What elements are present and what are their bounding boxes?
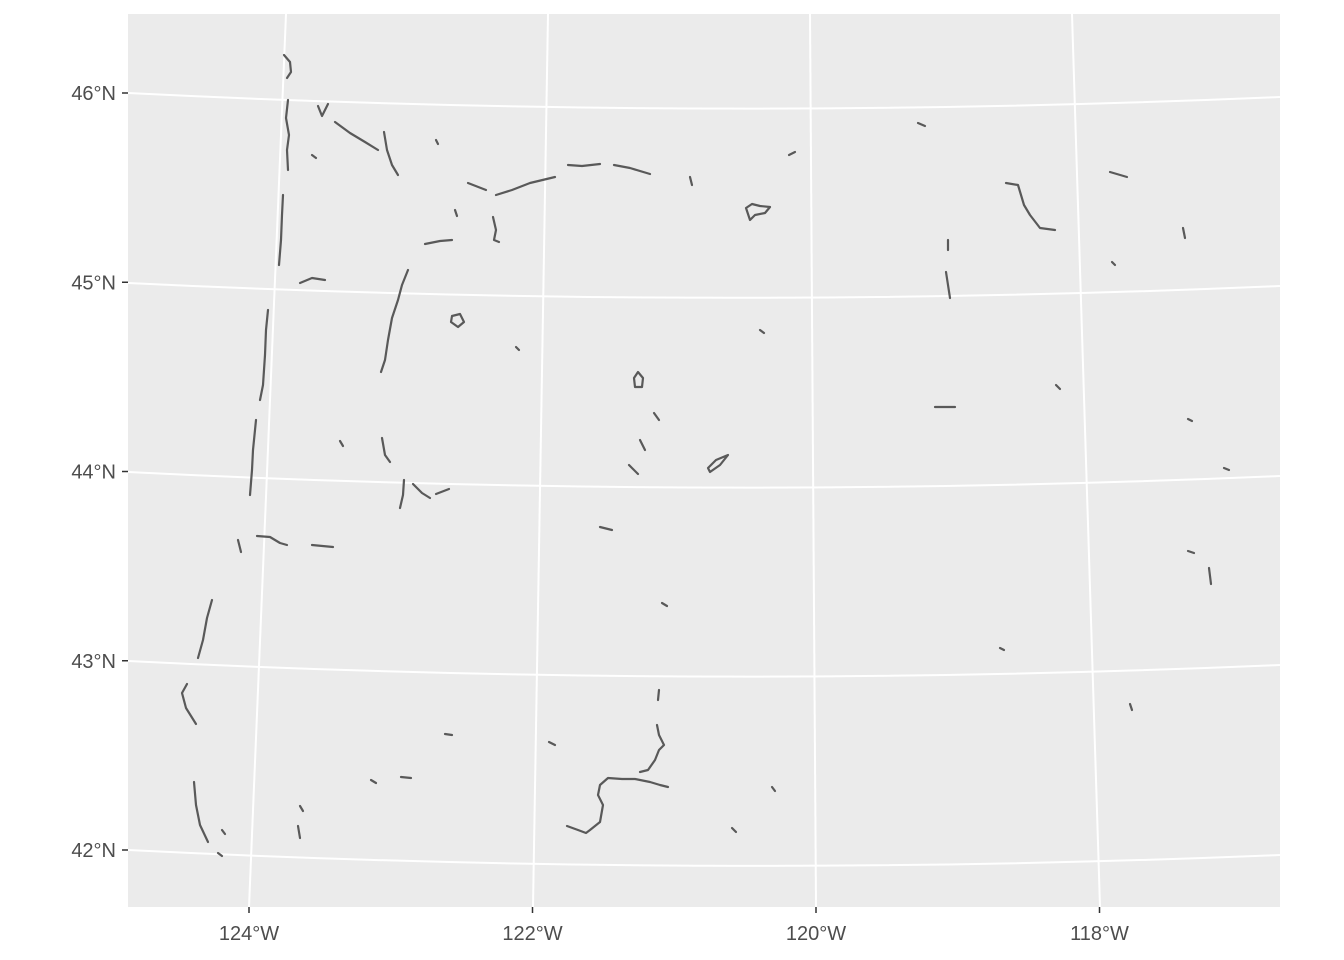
water-feature: [494, 175, 557, 197]
x-axis-tick-label: 122°W: [502, 923, 562, 945]
water-feature: [379, 268, 410, 374]
water-feature: [382, 130, 400, 177]
water-feature: [652, 411, 661, 422]
water-feature: [216, 851, 224, 858]
water-feature: [944, 270, 952, 300]
water-feature: [998, 646, 1006, 652]
water-feature: [277, 193, 285, 267]
y-axis: 46°N 45°N 44°N 43°N 42°N: [71, 83, 128, 862]
water-feature: [296, 824, 302, 840]
water-feature: [612, 163, 652, 176]
water-feature: [632, 370, 645, 389]
water-feature: [706, 453, 730, 474]
water-feature: [298, 804, 305, 813]
water-feature: [1128, 702, 1134, 712]
y-axis-tick-label: 46°N: [71, 83, 116, 105]
water-feature: [333, 120, 380, 152]
water-feature: [758, 328, 766, 335]
water-feature: [236, 538, 243, 554]
water-feature: [443, 732, 454, 737]
water-feature: [466, 181, 488, 192]
water-feature: [310, 153, 318, 160]
graticule-lat-46: [127, 92, 1281, 110]
water-feature: [453, 208, 459, 218]
water-feature: [730, 826, 738, 834]
water-feature: [192, 780, 210, 844]
water-feature: [369, 778, 378, 785]
water-feature: [656, 688, 661, 702]
water-feature: [688, 175, 694, 187]
water-feature: [449, 312, 466, 329]
y-axis-tick-label: 45°N: [71, 272, 116, 294]
water-feature: [310, 543, 335, 549]
graticule-lat-44: [127, 471, 1281, 489]
water-features: [180, 53, 1231, 858]
water-feature: [491, 215, 501, 244]
water-feature: [399, 775, 413, 780]
graticule-lon-124: [248, 13, 287, 908]
y-axis-tick-label: 44°N: [71, 462, 116, 484]
water-feature: [547, 740, 557, 747]
water-feature: [566, 162, 602, 168]
water-feature: [770, 785, 777, 793]
water-feature: [638, 723, 666, 774]
water-feature: [1054, 383, 1062, 391]
water-feature: [1181, 226, 1187, 240]
water-feature: [787, 150, 797, 157]
water-feature: [220, 828, 227, 836]
water-feature: [248, 418, 258, 497]
water-feature: [660, 601, 669, 608]
water-feature: [316, 102, 330, 118]
water-feature: [398, 478, 406, 510]
graticule-lat-42: [127, 849, 1281, 867]
water-feature: [514, 345, 521, 352]
water-feature: [744, 202, 772, 222]
graticule-lon-120: [809, 13, 817, 908]
water-feature: [258, 308, 270, 402]
water-feature: [255, 534, 289, 547]
water-feature: [1110, 260, 1117, 267]
water-feature: [282, 53, 293, 80]
map-panel: [128, 14, 1280, 907]
water-feature: [1108, 170, 1129, 179]
water-feature: [1222, 466, 1231, 472]
graticule-lon-122: [532, 13, 549, 908]
x-axis-tick-label: 120°W: [786, 923, 846, 945]
water-feature: [180, 682, 198, 726]
water-feature: [380, 436, 392, 464]
water-feature: [627, 463, 640, 476]
water-feature: [423, 238, 454, 246]
x-axis-tick-label: 124°W: [219, 923, 279, 945]
graticule-lat-45: [127, 282, 1281, 299]
water-feature: [1186, 417, 1194, 423]
y-axis-tick-label: 42°N: [71, 840, 116, 862]
graticule-lines: [127, 13, 1281, 908]
x-axis: 124°W 122°W 120°W 118°W: [219, 907, 1129, 945]
graticule-lat-43: [127, 660, 1281, 678]
water-feature: [298, 276, 327, 285]
water-feature: [434, 487, 451, 496]
y-axis-tick-label: 43°N: [71, 651, 116, 673]
graticule-lon-118: [1071, 13, 1101, 908]
water-feature: [598, 525, 614, 532]
water-feature: [565, 776, 670, 835]
water-feature: [434, 138, 440, 146]
water-feature: [411, 482, 432, 500]
water-feature: [638, 438, 647, 452]
water-feature: [1004, 181, 1057, 232]
water-feature: [338, 439, 345, 448]
x-axis-tick-label: 118°W: [1070, 923, 1129, 945]
water-feature: [1186, 549, 1196, 555]
water-feature: [196, 598, 214, 660]
water-feature: [1207, 566, 1213, 586]
water-feature: [284, 98, 291, 172]
water-feature: [916, 121, 927, 128]
